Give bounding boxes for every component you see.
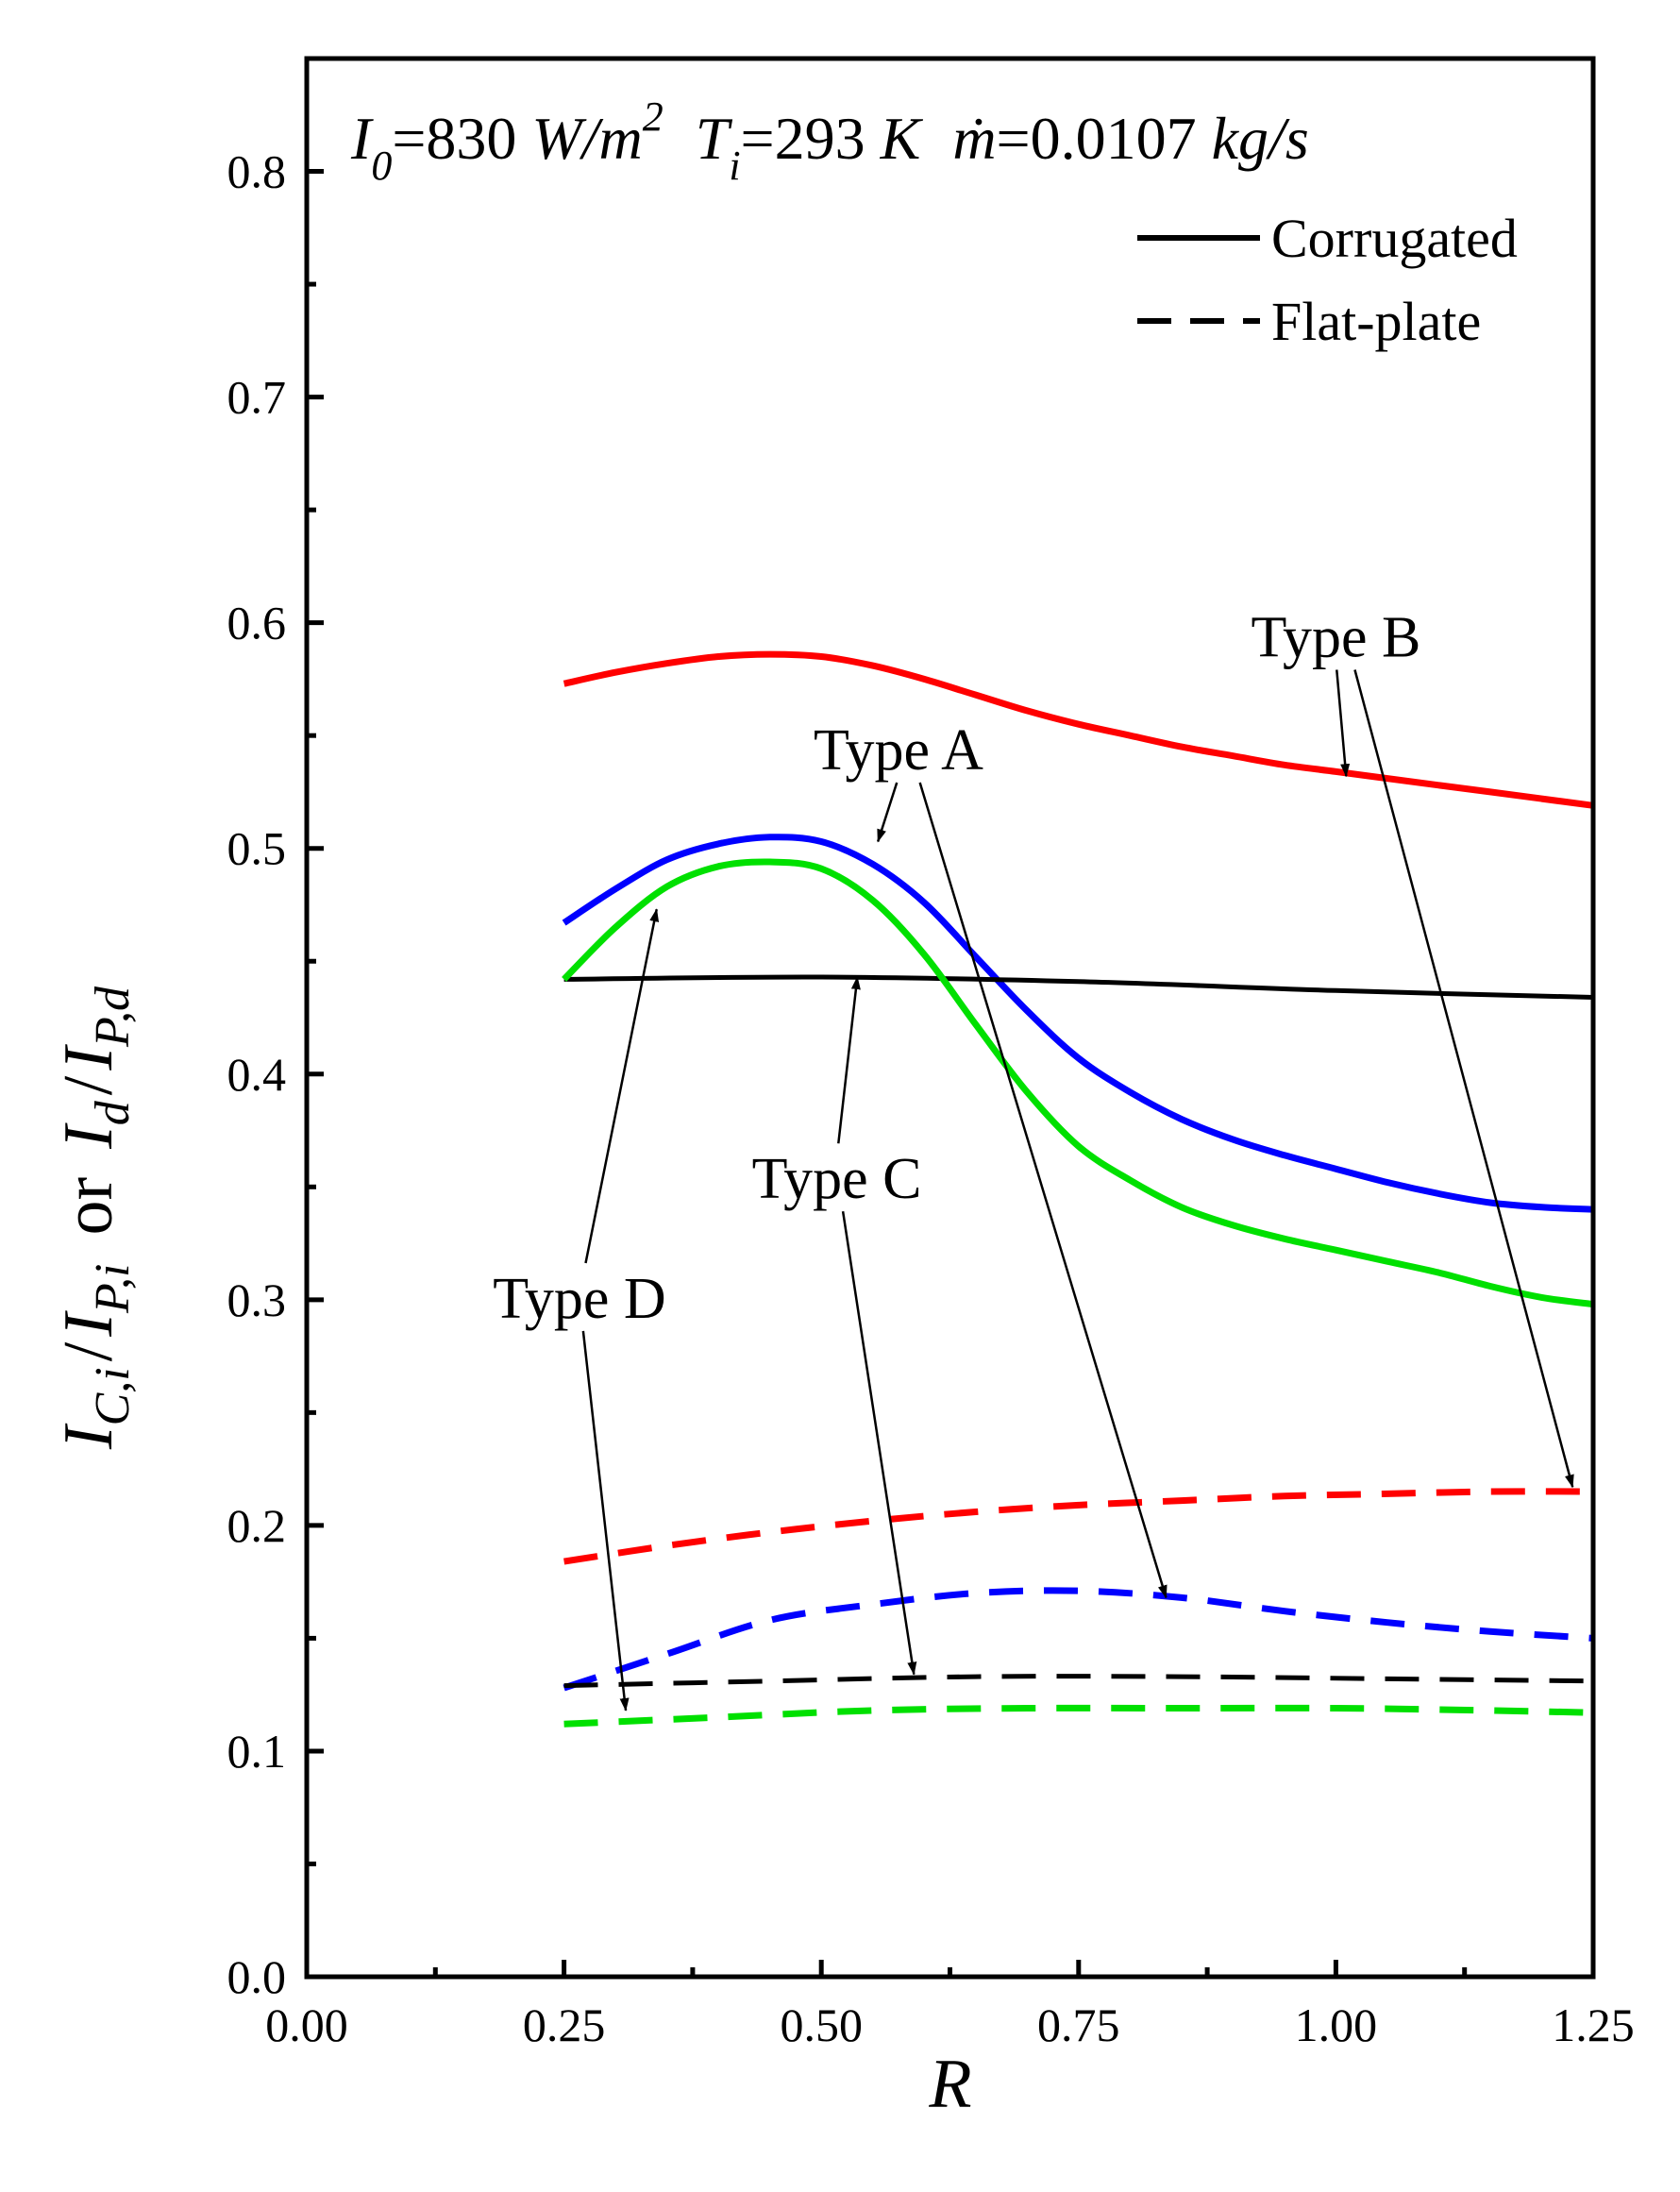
y-axis-title-group: IC,i/IP,iorId/IP,d bbox=[50, 986, 140, 1450]
y-title-ci-sub: C,i bbox=[86, 1367, 140, 1425]
y-tick-label: 0.2 bbox=[227, 1499, 287, 1552]
i0-unit-superscript: 2 bbox=[643, 93, 664, 140]
ti-subscript: i bbox=[729, 143, 740, 189]
annotation-type-d: Type D bbox=[493, 1267, 665, 1331]
mdot-value: =0.0107 bbox=[997, 105, 1212, 172]
i0-symbol: I bbox=[350, 105, 374, 172]
x-tick-label: 0.50 bbox=[780, 1998, 863, 2051]
ti-symbol: T bbox=[696, 105, 733, 172]
series-type-d-flat-plate-line bbox=[563, 1704, 1594, 1728]
y-tick-label: 0.1 bbox=[227, 1725, 287, 1778]
annotation-layer: Type A Type B Type C Type D bbox=[493, 606, 1574, 1711]
legend: Corrugated Flat-plate bbox=[1137, 208, 1518, 352]
series-layer bbox=[562, 650, 1594, 1728]
legend-corrugated-label: Corrugated bbox=[1271, 208, 1518, 269]
annotation-arrow bbox=[1336, 669, 1351, 778]
series-type-a-corrugated-line bbox=[562, 834, 1594, 1213]
annotation-arrow bbox=[837, 975, 861, 1144]
annotation-arrow bbox=[581, 1330, 630, 1711]
x-tick-label: 0.75 bbox=[1037, 1998, 1120, 2051]
annotation-arrow bbox=[876, 782, 899, 843]
i0-value: =830 bbox=[392, 105, 531, 172]
ti-unit: K bbox=[880, 105, 924, 172]
x-tick-label: 0.00 bbox=[265, 1998, 348, 2051]
legend-flatplate-label: Flat-plate bbox=[1271, 291, 1481, 352]
y-title-pi-sub: P,i bbox=[86, 1264, 140, 1315]
y-title-ci-symbol: I bbox=[50, 1423, 127, 1450]
y-tick-label: 0.7 bbox=[227, 371, 287, 424]
y-title-pi-symbol: I bbox=[50, 1310, 127, 1338]
annotation-type-a: Type A bbox=[814, 718, 983, 783]
annotation-type-c: Type C bbox=[752, 1147, 922, 1211]
y-tick-label: 0.4 bbox=[227, 1048, 287, 1101]
mdot-symbol: ṁ bbox=[952, 105, 996, 172]
y-tick-label: 0.6 bbox=[227, 597, 287, 649]
y-tick-label: 0.5 bbox=[227, 822, 287, 875]
y-title-d-symbol: I bbox=[50, 1122, 127, 1150]
series-type-b-flat-plate-line bbox=[563, 1488, 1594, 1565]
annotation-arrow bbox=[841, 1211, 917, 1676]
x-axis-title: R bbox=[928, 2046, 971, 2123]
y-title-pd-symbol: I bbox=[50, 1044, 127, 1071]
y-title-pd-sub: P,d bbox=[86, 986, 140, 1048]
series-type-d-corrugated-line bbox=[562, 858, 1594, 1308]
series-type-c-corrugated-line bbox=[563, 974, 1594, 1000]
series-type-a-flat-plate-line bbox=[563, 1587, 1594, 1692]
y-tick-label: 0.8 bbox=[227, 145, 287, 198]
y-tick-label: 0.3 bbox=[227, 1273, 287, 1326]
series-type-c-flat-plate-line bbox=[563, 1674, 1594, 1689]
annotation-arrow bbox=[918, 782, 1168, 1599]
y-tick-label: 0.0 bbox=[227, 1950, 287, 2003]
annotation-arrow bbox=[584, 908, 660, 1264]
x-tick-label: 0.25 bbox=[523, 1998, 606, 2051]
annotation-type-b: Type B bbox=[1251, 606, 1420, 670]
series-type-b-corrugated-line bbox=[563, 650, 1594, 809]
mdot-unit: kg/s bbox=[1212, 105, 1309, 172]
i0-unit: W/m bbox=[531, 105, 642, 172]
y-axis-title: IC,i/IP,iorId/IP,d bbox=[50, 986, 140, 1450]
ti-value: =293 bbox=[741, 105, 881, 172]
annotation-arrow bbox=[1353, 669, 1574, 1489]
axes-layer: 0.00 0.25 0.50 0.75 1.00 1.250.00.10.20.30.40… bbox=[227, 56, 1635, 2051]
y-title-or: or bbox=[50, 1177, 127, 1236]
y-title-d-sub: d bbox=[86, 1100, 140, 1125]
i0-subscript: 0 bbox=[371, 143, 392, 189]
x-tick-label: 1.25 bbox=[1552, 1998, 1635, 2051]
x-tick-label: 1.00 bbox=[1295, 1998, 1378, 2051]
